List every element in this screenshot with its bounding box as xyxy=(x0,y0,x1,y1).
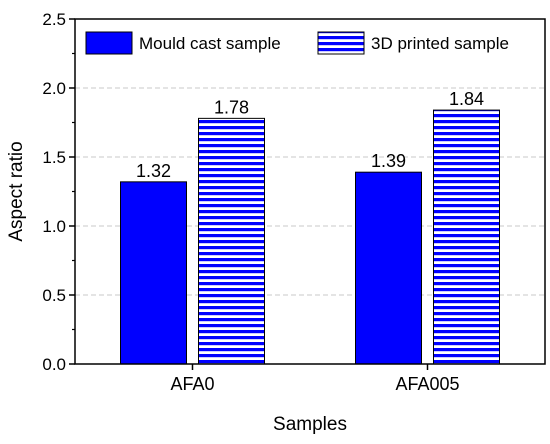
y-tick-label: 1.0 xyxy=(42,217,66,236)
axis-ticks: 0.0 0.5 1.0 1.5 2.0 2.5 AFA0 AFA005 xyxy=(42,10,459,394)
legend-label-mould-cast: Mould cast sample xyxy=(139,34,281,53)
legend-swatch-mould-cast xyxy=(85,31,133,55)
y-tick-label: 0.0 xyxy=(42,355,66,374)
bars xyxy=(120,109,500,365)
x-axis-title: Samples xyxy=(273,414,347,435)
bar-value-label: 1.78 xyxy=(214,97,249,117)
bar-afa0-3d-printed xyxy=(198,117,265,365)
y-tick-label: 0.5 xyxy=(42,286,66,305)
bar-value-label: 1.32 xyxy=(136,161,171,181)
y-tick-label: 1.5 xyxy=(42,148,66,167)
bar-value-label: 1.39 xyxy=(371,151,406,171)
data-labels: 1.32 1.78 1.39 1.84 xyxy=(136,89,484,181)
bar-afa005-3d-printed xyxy=(433,109,500,365)
y-axis-title: Aspect ratio xyxy=(6,141,27,241)
legend-swatch-3d-printed xyxy=(317,31,365,55)
x-tick-label: AFA005 xyxy=(395,374,459,394)
bar-afa005-mould-cast xyxy=(355,171,422,365)
legend: Mould cast sample 3D printed sample xyxy=(85,31,509,55)
bar-afa0-mould-cast xyxy=(120,181,187,365)
y-tick-label: 2.0 xyxy=(42,79,66,98)
x-tick-label: AFA0 xyxy=(170,374,214,394)
bar-value-label: 1.84 xyxy=(449,89,484,109)
legend-label-3d-printed: 3D printed sample xyxy=(371,34,509,53)
gridlines xyxy=(75,87,545,296)
y-tick-label: 2.5 xyxy=(42,10,66,29)
